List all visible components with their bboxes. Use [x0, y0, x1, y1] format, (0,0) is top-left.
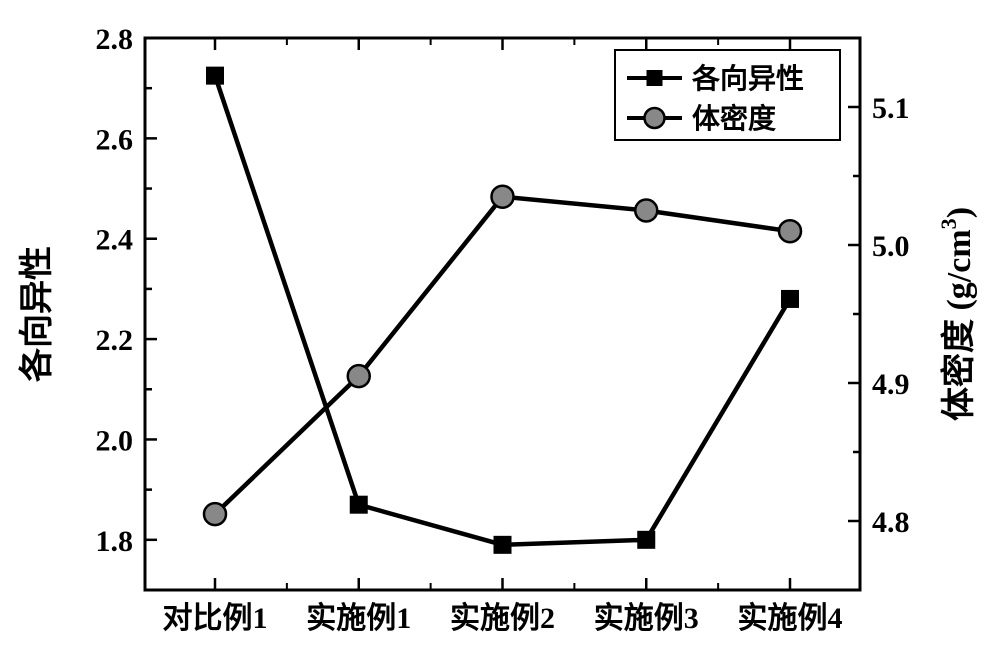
svg-text:1.8: 1.8	[96, 525, 134, 558]
svg-text:实施例4: 实施例4	[738, 601, 843, 635]
svg-text:体密度: 体密度	[692, 102, 776, 135]
svg-text:4.8: 4.8	[872, 506, 910, 539]
svg-text:2.0: 2.0	[96, 424, 134, 457]
svg-text:2.8: 2.8	[96, 23, 134, 56]
svg-text:2.2: 2.2	[96, 324, 134, 357]
svg-text:对比例1: 对比例1	[163, 602, 268, 635]
svg-text:2.6: 2.6	[96, 123, 134, 156]
svg-text:各向异性: 各向异性	[17, 246, 56, 382]
svg-text:实施例3: 实施例3	[594, 601, 699, 635]
svg-text:5.0: 5.0	[872, 230, 910, 263]
svg-text:各向异性: 各向异性	[691, 62, 804, 95]
svg-text:4.9: 4.9	[872, 368, 910, 401]
svg-text:5.1: 5.1	[872, 92, 910, 125]
svg-text:2.4: 2.4	[96, 224, 134, 257]
line-chart: 1.8 2.0 2.2 2.4 2.6 2.8 4.8 4.9 5.0 5.1 对比例1 实施例1 实施…	[0, 0, 1000, 669]
svg-text:体密度 (g/cm3): 体密度 (g/cm3)	[936, 207, 978, 421]
svg-text:实施例1: 实施例1	[306, 601, 411, 635]
svg-text:实施例2: 实施例2	[450, 601, 555, 635]
chart-container: 1.8 2.0 2.2 2.4 2.6 2.8 4.8 4.9 5.0 5.1 对比例1 实施例1 实施…	[0, 0, 1000, 669]
